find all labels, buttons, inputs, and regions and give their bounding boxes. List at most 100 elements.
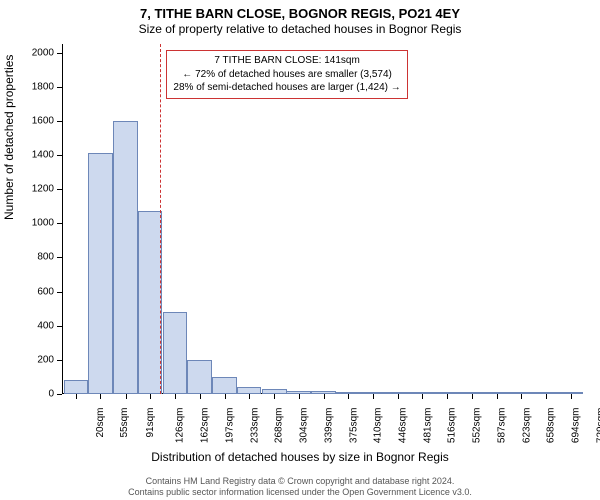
footer-line-2: Contains public sector information licen… — [0, 487, 600, 498]
x-tick — [348, 394, 349, 399]
y-tick-label: 800 — [37, 252, 54, 263]
y-tick-label: 400 — [37, 320, 54, 331]
x-tick — [521, 394, 522, 399]
x-tick — [546, 394, 547, 399]
x-tick-label: 268sqm — [274, 408, 285, 444]
x-tick — [299, 394, 300, 399]
footer-line-1: Contains HM Land Registry data © Crown c… — [0, 476, 600, 487]
y-tick-label: 1600 — [32, 115, 54, 126]
histogram-bar — [484, 392, 509, 394]
x-tick — [175, 394, 176, 399]
chart-subtitle: Size of property relative to detached ho… — [0, 22, 600, 36]
x-tick-label: 20sqm — [95, 408, 106, 438]
x-tick — [497, 394, 498, 399]
x-tick — [571, 394, 572, 399]
x-tick — [200, 394, 201, 399]
histogram-bar — [459, 392, 484, 394]
x-tick-label: 126sqm — [175, 408, 186, 444]
y-tick — [57, 360, 62, 361]
x-tick-label: 410sqm — [373, 408, 384, 444]
y-tick-label: 200 — [37, 354, 54, 365]
y-tick — [57, 121, 62, 122]
histogram-bar — [385, 392, 410, 394]
y-tick-label: 1400 — [32, 149, 54, 160]
x-tick-label: 375sqm — [348, 408, 359, 444]
annotation-line: 28% of semi-detached houses are larger (… — [173, 81, 400, 95]
x-tick-label: 729sqm — [595, 408, 600, 444]
annotation-line: 7 TITHE BARN CLOSE: 141sqm — [173, 54, 400, 68]
annotation-line: ← 72% of detached houses are smaller (3,… — [173, 68, 400, 82]
x-tick-label: 162sqm — [200, 408, 211, 444]
histogram-bar — [361, 392, 386, 394]
x-tick — [100, 394, 101, 399]
y-tick-label: 1800 — [32, 81, 54, 92]
chart-title: 7, TITHE BARN CLOSE, BOGNOR REGIS, PO21 … — [0, 6, 600, 21]
histogram-bar — [113, 121, 138, 394]
x-tick-label: 516sqm — [447, 408, 458, 444]
plot-area: 020040060080010001200140016001800200020s… — [62, 44, 582, 394]
y-tick — [57, 189, 62, 190]
y-axis-label: Number of detached properties — [2, 55, 16, 220]
y-tick-label: 1200 — [32, 184, 54, 195]
y-tick — [57, 394, 62, 395]
x-tick — [472, 394, 473, 399]
histogram-bar — [187, 360, 212, 394]
x-tick-label: 446sqm — [398, 408, 409, 444]
footer-attribution: Contains HM Land Registry data © Crown c… — [0, 476, 600, 499]
x-tick-label: 481sqm — [422, 408, 433, 444]
x-tick — [126, 394, 127, 399]
x-tick — [324, 394, 325, 399]
histogram-bar — [64, 380, 89, 394]
histogram-bar — [410, 392, 435, 394]
x-tick-label: 304sqm — [299, 408, 310, 444]
x-tick-label: 587sqm — [496, 408, 507, 444]
x-tick-label: 233sqm — [249, 408, 260, 444]
y-tick — [57, 326, 62, 327]
histogram-bar — [286, 391, 311, 394]
y-tick-label: 1000 — [32, 218, 54, 229]
title-block: 7, TITHE BARN CLOSE, BOGNOR REGIS, PO21 … — [0, 6, 600, 36]
x-tick — [225, 394, 226, 399]
reference-line — [160, 44, 161, 394]
histogram-bar — [435, 392, 460, 394]
histogram-bar — [336, 392, 361, 394]
histogram-bar — [311, 391, 336, 394]
x-tick-label: 91sqm — [145, 408, 156, 438]
x-tick-label: 197sqm — [224, 408, 235, 444]
y-tick — [57, 223, 62, 224]
y-tick — [57, 292, 62, 293]
y-tick — [57, 155, 62, 156]
y-tick-label: 600 — [37, 286, 54, 297]
x-tick-label: 339sqm — [323, 408, 334, 444]
y-tick-label: 2000 — [32, 47, 54, 58]
x-tick — [447, 394, 448, 399]
y-tick-label: 0 — [48, 389, 54, 400]
x-tick-label: 552sqm — [472, 408, 483, 444]
chart-container: 7, TITHE BARN CLOSE, BOGNOR REGIS, PO21 … — [0, 0, 600, 500]
histogram-bar — [138, 211, 163, 394]
x-tick-label: 694sqm — [571, 408, 582, 444]
x-tick — [249, 394, 250, 399]
histogram-bar — [163, 312, 188, 394]
annotation-box: 7 TITHE BARN CLOSE: 141sqm← 72% of detac… — [166, 50, 407, 99]
histogram-bar — [212, 377, 237, 394]
histogram-bar — [534, 392, 559, 394]
histogram-bar — [509, 392, 534, 394]
histogram-bar — [237, 387, 262, 394]
x-tick — [150, 394, 151, 399]
x-tick-label: 623sqm — [521, 408, 532, 444]
x-tick — [398, 394, 399, 399]
x-tick-label: 55sqm — [119, 408, 130, 438]
x-tick — [373, 394, 374, 399]
x-tick — [422, 394, 423, 399]
histogram-bar — [88, 153, 113, 394]
y-tick — [57, 257, 62, 258]
histogram-bar — [262, 389, 287, 394]
x-tick-label: 658sqm — [546, 408, 557, 444]
histogram-bar — [558, 392, 583, 394]
y-tick — [57, 53, 62, 54]
y-tick — [57, 87, 62, 88]
x-axis-label: Distribution of detached houses by size … — [0, 450, 600, 464]
x-tick — [274, 394, 275, 399]
x-tick — [76, 394, 77, 399]
